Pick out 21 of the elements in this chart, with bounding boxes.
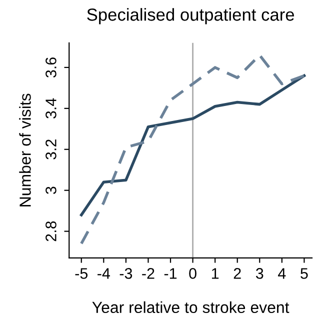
x-tick-label: 1: [212, 268, 219, 279]
x-tick-label: -3: [120, 268, 132, 279]
line-series: [80, 74, 306, 216]
y-tick-label: 3.6: [46, 58, 56, 78]
line-series: [80, 54, 306, 245]
y-tick-label: 3: [46, 186, 56, 194]
y-tick-label: 3.4: [46, 98, 56, 118]
x-tick-label: 5: [300, 268, 308, 279]
x-tick-label: -5: [75, 268, 88, 279]
x-tick-label: -1: [164, 268, 177, 279]
y-axis-title: Number of visits: [19, 94, 31, 206]
x-tick-label: 0: [189, 268, 196, 279]
chart-title: Specialised outpatient care: [87, 8, 294, 24]
y-tick-label: 2.8: [46, 221, 56, 242]
x-tick-label: -4: [98, 268, 110, 279]
y-tick-label: 3.2: [46, 140, 56, 160]
x-tick-label: 4: [278, 268, 286, 279]
x-tick-label: 2: [234, 268, 241, 279]
x-axis-title: Year relative to stroke event: [92, 301, 290, 314]
x-tick-label: -2: [142, 268, 154, 279]
x-tick-label: 3: [256, 268, 264, 279]
